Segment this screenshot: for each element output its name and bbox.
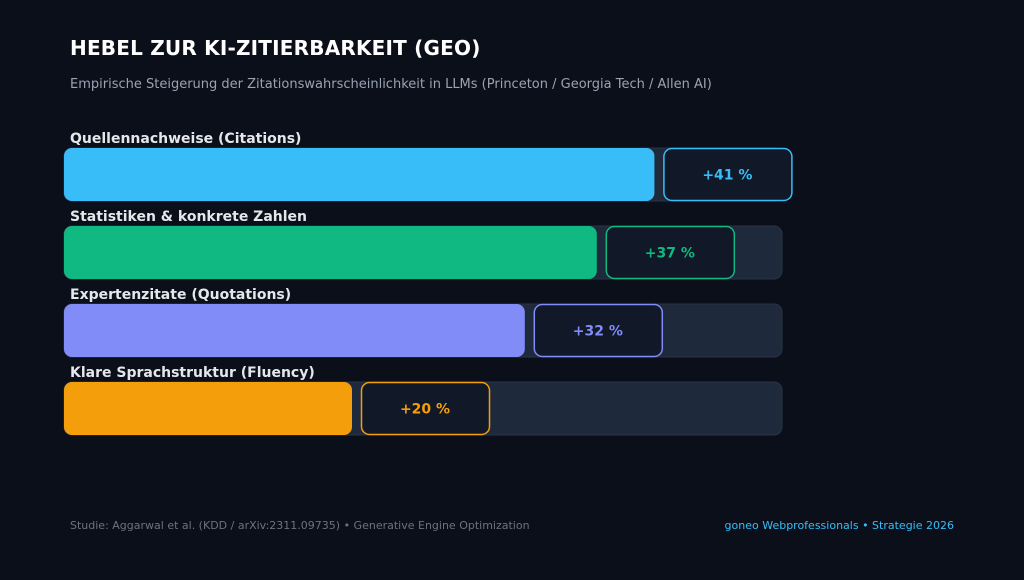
value-badge <box>605 225 736 280</box>
value-badge <box>360 381 491 436</box>
category-label: Expertenzitate (Quotations) <box>70 287 291 303</box>
source-note: Studie: Aggarwal et al. (KDD / arXiv:231… <box>70 519 530 532</box>
category-label: Quellennachweise (Citations) <box>70 131 301 147</box>
brand-note: goneo Webprofessionals • Strategie 2026 <box>724 519 954 532</box>
value-label: +41 % <box>702 168 752 184</box>
bar <box>64 148 655 201</box>
value-badge <box>663 147 793 202</box>
value-label: +32 % <box>573 324 623 340</box>
chart-subtitle: Empirische Steigerung der Zitationswahrs… <box>70 77 712 92</box>
value-badge <box>533 303 664 358</box>
bar <box>64 304 525 357</box>
category-label: Klare Sprachstruktur (Fluency) <box>70 365 315 381</box>
value-label: +37 % <box>645 246 695 262</box>
category-label: Statistiken & konkrete Zahlen <box>70 209 307 225</box>
value-label: +20 % <box>400 402 450 418</box>
bar <box>64 382 352 435</box>
chart-title: HEBEL ZUR KI-ZITIERBARKEIT (GEO) <box>70 36 481 60</box>
bar <box>64 226 597 279</box>
